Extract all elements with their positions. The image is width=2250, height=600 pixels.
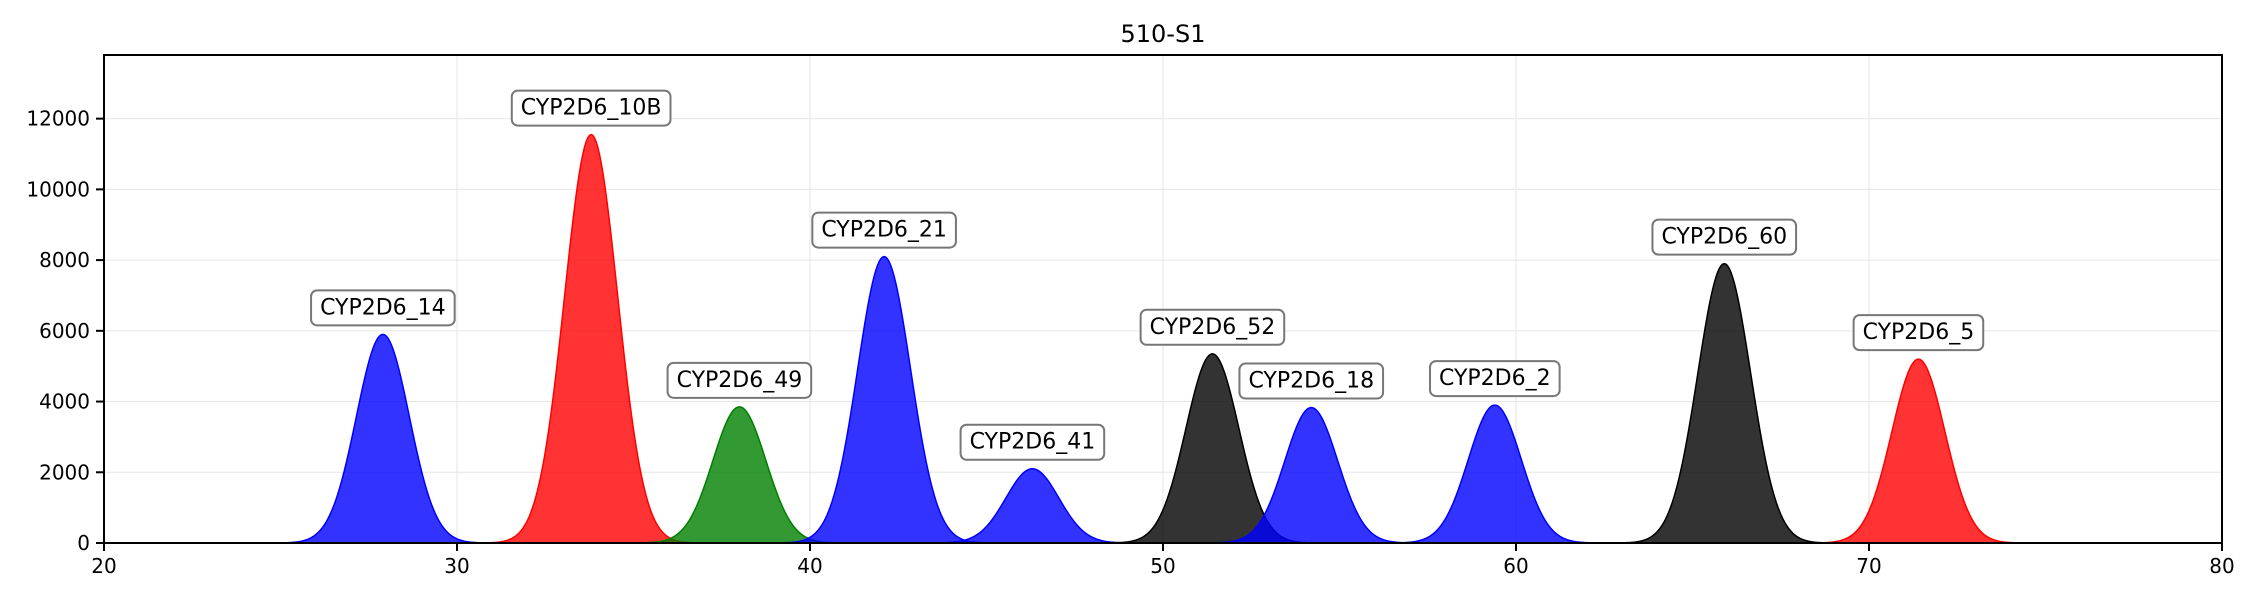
peak-label-box — [666, 361, 813, 399]
peak-area — [1817, 358, 2020, 544]
peak-label-text: CYP2D6_52 — [1150, 315, 1276, 340]
x-axis: 20 30 40 50 60 70 80 — [91, 543, 2235, 578]
peak-label: CYP2D6_60 — [1651, 218, 1798, 256]
peak-label-box — [1139, 308, 1286, 346]
peak-label-text: CYP2D6_14 — [320, 295, 446, 320]
y-tick-label: 0 — [77, 531, 90, 555]
peak-label-text: CYP2D6_49 — [677, 368, 803, 393]
peak-area — [1393, 404, 1597, 544]
x-tick-label: 30 — [444, 554, 469, 578]
peak-label: CYP2D6_52 — [1139, 308, 1286, 346]
peak-label-box — [1238, 362, 1385, 400]
y-tick-label: 8000 — [39, 248, 90, 272]
peak-area — [281, 333, 485, 544]
x-tick-label: 50 — [1150, 554, 1175, 578]
x-tick-label: 20 — [91, 554, 116, 578]
peak-label: CYP2D6_49 — [666, 361, 813, 399]
x-tick-label: 70 — [1856, 554, 1881, 578]
peak-label-text: CYP2D6_5 — [1863, 320, 1975, 345]
peak-labels: CYP2D6_14 CYP2D6_10B CYP2D6_49 CYP2D6_21 CYP… — [310, 89, 1985, 461]
peak-area — [782, 255, 986, 544]
y-tick-label: 2000 — [39, 460, 90, 484]
peak-label-box — [510, 89, 672, 127]
peak-label-text: CYP2D6_60 — [1661, 225, 1787, 250]
y-tick-label: 6000 — [39, 319, 90, 343]
peak-area — [489, 133, 693, 544]
peak-label-text: CYP2D6_10B — [521, 96, 662, 121]
y-axis: 0 2000 4000 6000 8000 10000 12000 — [26, 107, 104, 555]
peak-label-box — [1651, 218, 1798, 256]
peak-area — [1209, 406, 1413, 544]
x-tick-label: 40 — [797, 554, 822, 578]
peak-area — [931, 467, 1134, 544]
x-tick-label: 80 — [2209, 554, 2234, 578]
peak-label-box — [310, 289, 456, 327]
peak-label-text: CYP2D6_21 — [821, 218, 947, 243]
y-tick-label: 12000 — [26, 107, 90, 131]
y-tick-label: 10000 — [26, 177, 90, 201]
peak-label-box — [811, 211, 957, 249]
peak-label-text: CYP2D6_2 — [1439, 366, 1551, 391]
x-tick-label: 60 — [1503, 554, 1528, 578]
peak-label: CYP2D6_21 — [811, 211, 957, 249]
peak-label: CYP2D6_14 — [310, 289, 456, 327]
peak-label: CYP2D6_41 — [959, 423, 1106, 461]
peak-label: CYP2D6_10B — [510, 89, 672, 127]
peak-label: CYP2D6_18 — [1238, 362, 1385, 400]
peak-label-box — [1852, 314, 1985, 352]
peak-label-box — [1429, 360, 1561, 398]
grid — [103, 55, 2223, 544]
peak-label-box — [959, 423, 1106, 461]
peak-label: CYP2D6_5 — [1852, 314, 1985, 352]
chart-title: 510-S1 — [1121, 20, 1206, 48]
peak-label-text: CYP2D6_18 — [1248, 369, 1374, 394]
peak-area — [1622, 262, 1826, 544]
peaks — [281, 133, 2020, 544]
peak-label-text: CYP2D6_41 — [970, 430, 1096, 455]
y-tick-label: 4000 — [39, 390, 90, 414]
peak-label: CYP2D6_2 — [1429, 360, 1561, 398]
